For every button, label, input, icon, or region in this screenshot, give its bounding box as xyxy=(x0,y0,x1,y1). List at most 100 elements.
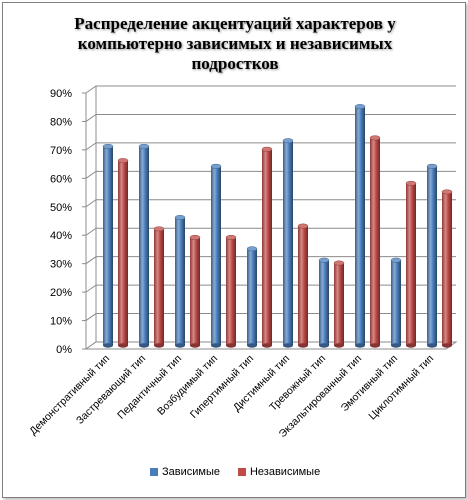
bar xyxy=(153,226,165,348)
bar-base xyxy=(319,343,329,348)
bar xyxy=(390,257,402,348)
bar-body xyxy=(442,191,452,346)
bar-base xyxy=(391,343,401,348)
legend-label-dependent: Зависимые xyxy=(162,466,220,478)
bar xyxy=(405,180,417,348)
x-tick-label: Гипертимный тип xyxy=(188,353,256,421)
bar-top xyxy=(102,143,114,149)
bar-top xyxy=(261,146,273,152)
bar-body xyxy=(283,140,293,346)
gridline xyxy=(85,113,456,122)
bar-top xyxy=(369,135,381,141)
bar xyxy=(282,138,294,348)
bar xyxy=(297,223,309,348)
bar-base xyxy=(334,343,344,348)
bar-top xyxy=(441,189,453,195)
bar xyxy=(261,146,273,348)
bar-base xyxy=(355,343,365,348)
bar-base xyxy=(262,343,272,348)
bar-body xyxy=(118,160,128,346)
bar-body xyxy=(103,146,113,346)
bar xyxy=(189,234,201,348)
y-tick-label: 50% xyxy=(50,202,72,214)
bar-body xyxy=(298,226,308,346)
bar-top xyxy=(153,226,165,232)
bar-body xyxy=(391,260,401,346)
legend-swatch-independent xyxy=(237,468,246,476)
bar-body xyxy=(355,106,365,346)
bar-top xyxy=(297,223,309,229)
bar xyxy=(174,215,186,348)
bar-body xyxy=(211,166,221,346)
bar-top xyxy=(282,138,294,144)
bar-top xyxy=(405,180,417,186)
legend: Зависимые Независимые xyxy=(150,466,320,478)
bar-body xyxy=(262,149,272,346)
bar-top xyxy=(354,104,366,110)
bar-base xyxy=(298,343,308,348)
bar xyxy=(246,246,258,348)
bar-base xyxy=(211,343,221,348)
bar-top xyxy=(246,246,258,252)
bar-body xyxy=(370,137,380,346)
bar-top xyxy=(318,257,330,263)
x-tick-label: Циклотимный тип xyxy=(366,353,436,423)
bar-body xyxy=(139,146,149,346)
bar-base xyxy=(442,343,452,348)
bar-top xyxy=(174,215,186,220)
bar-body xyxy=(247,248,257,346)
bar-base xyxy=(103,343,113,348)
bar-top xyxy=(189,234,201,240)
bar-body xyxy=(154,228,164,346)
bar-top xyxy=(210,163,222,169)
bar-top xyxy=(138,143,150,149)
gridline xyxy=(85,85,456,94)
bar-base xyxy=(154,343,164,348)
bar-top xyxy=(225,234,237,240)
bar-body xyxy=(226,237,236,346)
chart-title: Распределение акцентуаций характеров у к… xyxy=(74,14,396,73)
bar-base xyxy=(226,343,236,348)
x-tick-label: Застревающий тип xyxy=(74,353,148,427)
bar-base xyxy=(118,343,128,348)
bar xyxy=(210,163,222,348)
bar-body xyxy=(190,237,200,346)
legend-item-independent: Независимые xyxy=(237,466,321,478)
legend-item-dependent: Зависимые xyxy=(150,466,220,478)
y-tick-label: 80% xyxy=(50,116,72,128)
y-tick-label: 40% xyxy=(50,230,72,242)
x-tick-label: Педантичный тип xyxy=(115,353,184,422)
y-tick-label: 30% xyxy=(50,259,72,271)
bar-top xyxy=(333,260,345,266)
legend-label-independent: Независимые xyxy=(249,466,321,478)
bar-base xyxy=(175,343,185,348)
bar-base xyxy=(190,343,200,348)
bar xyxy=(426,163,438,348)
y-tick-label: 70% xyxy=(50,145,72,157)
y-tick-label: 60% xyxy=(50,173,72,185)
bar-base xyxy=(247,343,257,348)
bar-top xyxy=(426,163,438,169)
bar-base xyxy=(283,343,293,348)
bar-base xyxy=(139,343,149,348)
bar xyxy=(138,143,150,348)
bar-top xyxy=(390,257,402,263)
bar xyxy=(102,143,114,348)
bar-body xyxy=(334,263,344,346)
bar xyxy=(369,135,381,348)
bar-top xyxy=(117,158,129,164)
bar xyxy=(225,234,237,348)
legend-swatch-dependent xyxy=(150,468,158,476)
bar xyxy=(318,257,330,348)
y-tick-label: 0% xyxy=(56,344,72,356)
bar-base xyxy=(427,343,437,348)
y-tick-label: 10% xyxy=(50,316,72,328)
bar-base xyxy=(406,343,416,348)
bar-body xyxy=(406,183,416,346)
y-tick-label: 20% xyxy=(50,287,72,299)
bar xyxy=(354,104,366,348)
bar xyxy=(117,158,129,348)
bar-body xyxy=(319,260,329,346)
y-tick-label: 90% xyxy=(50,88,72,100)
